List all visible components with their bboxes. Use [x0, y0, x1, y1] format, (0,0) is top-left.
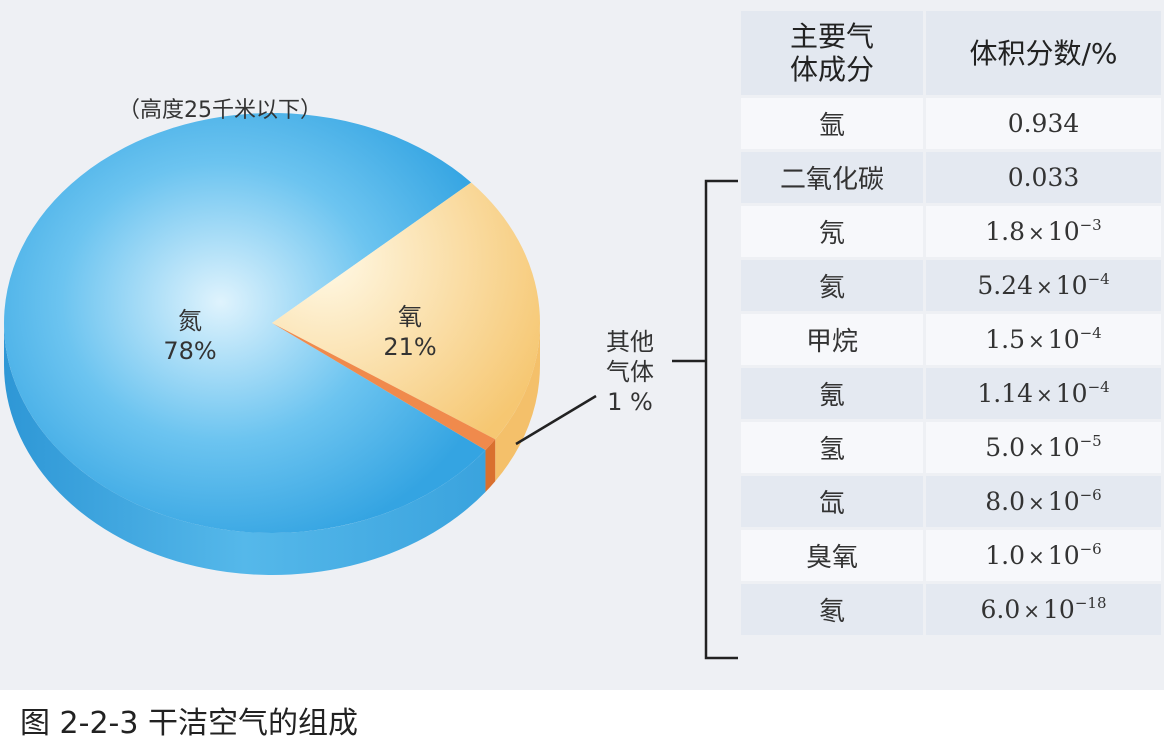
slice-label-oxygen: 氧 21% — [370, 302, 450, 362]
value-mantissa: 8.0 — [985, 487, 1026, 516]
gas-name-cell: 氢 — [738, 419, 926, 476]
pie-side-other — [485, 439, 496, 492]
gas-name-cell: 氩 — [738, 95, 926, 152]
power-exponent: −18 — [1074, 594, 1107, 612]
times-sign: × — [1028, 491, 1045, 515]
power-exponent: −4 — [1087, 378, 1110, 396]
power-base: 10 — [1047, 325, 1080, 354]
power-base: 10 — [1047, 433, 1080, 462]
pie-slice-nitrogen — [3, 113, 486, 534]
value-mantissa: 1.14 — [977, 379, 1033, 408]
power-exponent: −5 — [1079, 432, 1102, 450]
volume-fraction-cell: 1.8 × 10−3 — [923, 203, 1164, 260]
times-sign: × — [1035, 383, 1053, 407]
power-exponent: −3 — [1079, 216, 1102, 234]
slice-label-nitrogen: 氮 78% — [150, 306, 230, 366]
value-mantissa: 5.0 — [985, 433, 1026, 462]
slice-name-oxygen: 氧 — [398, 303, 422, 331]
figure-caption: 图 2-2-3 干洁空气的组成 — [20, 706, 358, 741]
volume-fraction-cell: 5.0 × 10−5 — [923, 419, 1164, 476]
header-gas-line1: 主要气 — [789, 20, 874, 53]
volume-fraction-cell: 1.5 × 10−4 — [923, 311, 1164, 368]
pie-slice-oxygen — [272, 182, 541, 440]
gas-name-cell: 二氧化碳 — [738, 149, 926, 206]
slice-label-other: 其他 气体 1 % — [592, 327, 668, 417]
table-header-row: 主要气 体成分 体积分数/% — [738, 8, 1164, 98]
pie-side-oxygen — [495, 323, 540, 482]
power-base: 10 — [1047, 541, 1080, 570]
figure-panel: （高度25千米以下） 氮 78% 氧 21% 其他 气体 1 % 主要气 体成分… — [0, 0, 1164, 690]
table-row: 氪 1.14 × 10−4 — [738, 365, 1164, 422]
gas-name-cell: 甲烷 — [738, 311, 926, 368]
table-row: 氩 0.934 — [738, 95, 1164, 152]
pie-side-nitrogen — [4, 323, 486, 576]
volume-fraction-cell: 1.14 × 10−4 — [923, 365, 1164, 422]
power-base: 10 — [1047, 487, 1080, 516]
value-mantissa: 1.0 — [985, 541, 1026, 570]
table-row: 二氧化碳 0.033 — [738, 149, 1164, 206]
gas-name-cell: 臭氧 — [738, 527, 926, 584]
volume-fraction-cell: 8.0 × 10−6 — [923, 473, 1164, 530]
value-mantissa: 6.0 — [980, 595, 1021, 624]
times-sign: × — [1023, 599, 1041, 623]
value-mantissa: 0.033 — [1007, 163, 1080, 192]
header-volume-fraction: 体积分数/% — [923, 8, 1164, 98]
pie-chart — [3, 113, 738, 660]
gas-name-cell: 氪 — [738, 365, 926, 422]
slice-name-nitrogen: 氮 — [178, 307, 202, 335]
slice-value-other: 1 % — [607, 388, 653, 416]
other-gases-leader-line — [515, 394, 597, 446]
value-mantissa: 0.934 — [1007, 109, 1080, 138]
chart-subtitle: （高度25千米以下） — [118, 98, 322, 123]
power-base: 10 — [1043, 595, 1075, 624]
times-sign: × — [1035, 275, 1053, 299]
power-base: 10 — [1047, 217, 1080, 246]
power-exponent: −6 — [1079, 540, 1102, 558]
times-sign: × — [1028, 437, 1045, 461]
volume-fraction-cell: 6.0 × 10−18 — [923, 581, 1164, 638]
table-row: 甲烷 1.5 × 10−4 — [738, 311, 1164, 368]
volume-fraction-cell: 5.24 × 10−4 — [923, 257, 1164, 314]
value-mantissa: 5.24 — [977, 271, 1033, 300]
slice-value-nitrogen: 78% — [163, 337, 217, 365]
power-exponent: −4 — [1079, 324, 1102, 342]
power-base: 10 — [1055, 379, 1088, 408]
volume-fraction-cell: 0.934 — [923, 95, 1164, 152]
times-sign: × — [1028, 329, 1045, 353]
header-gas-line2: 体成分 — [789, 53, 874, 86]
pie-slice-other — [272, 323, 496, 450]
power-base: 10 — [1055, 271, 1088, 300]
power-exponent: −4 — [1087, 270, 1110, 288]
table-row: 氡 6.0 × 10−18 — [738, 581, 1164, 638]
slice-name-other-line1: 其他 — [606, 328, 654, 356]
gas-name-cell: 氙 — [738, 473, 926, 530]
table-row: 氦 5.24 × 10−4 — [738, 257, 1164, 314]
volume-fraction-cell: 1.0 × 10−6 — [923, 527, 1164, 584]
gas-composition-table: 主要气 体成分 体积分数/% 氩 0.934 二氧化碳 0.033 氖 1.8 × 10−3 氦… — [738, 8, 1164, 638]
header-gas: 主要气 体成分 — [738, 8, 926, 98]
table-row: 氢 5.0 × 10−5 — [738, 419, 1164, 476]
power-exponent: −6 — [1079, 486, 1102, 504]
volume-fraction-cell: 0.033 — [923, 149, 1164, 206]
value-mantissa: 1.5 — [985, 325, 1026, 354]
slice-name-other-line2: 气体 — [606, 358, 654, 386]
times-sign: × — [1028, 221, 1045, 245]
gas-name-cell: 氦 — [738, 257, 926, 314]
slice-value-oxygen: 21% — [383, 333, 437, 361]
table-row: 氙 8.0 × 10−6 — [738, 473, 1164, 530]
gas-name-cell: 氖 — [738, 203, 926, 260]
bracket — [704, 179, 738, 660]
times-sign: × — [1028, 545, 1045, 569]
table-row: 氖 1.8 × 10−3 — [738, 203, 1164, 260]
value-mantissa: 1.8 — [985, 217, 1026, 246]
table-row: 臭氧 1.0 × 10−6 — [738, 527, 1164, 584]
gas-name-cell: 氡 — [738, 581, 926, 638]
